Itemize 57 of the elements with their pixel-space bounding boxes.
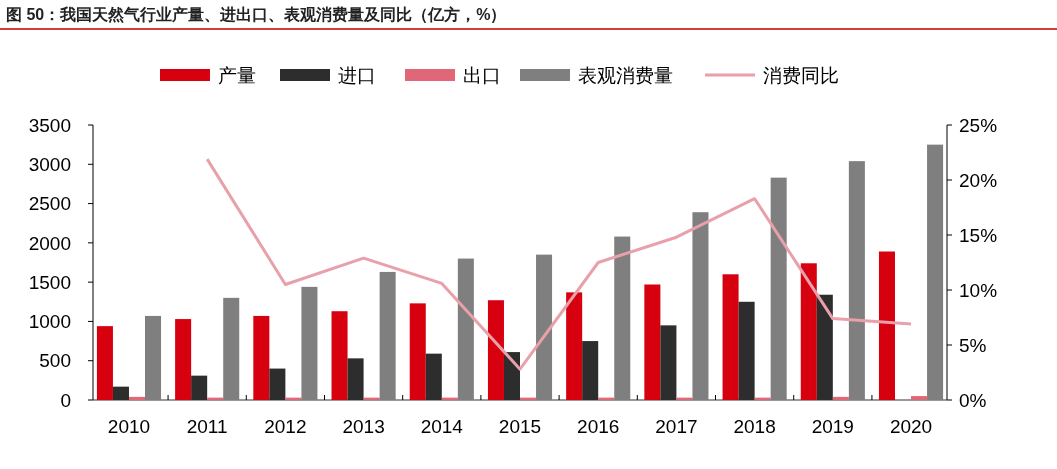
bar [770, 177, 787, 400]
x-tick-label: 2012 [264, 416, 307, 437]
y-tick-label: 0 [60, 389, 71, 411]
y2-tick-label: 5% [959, 334, 987, 356]
legend-label: 消费同比 [763, 64, 839, 86]
x-tick-label: 2015 [498, 416, 542, 437]
bar [331, 311, 348, 400]
x-tick-label: 2013 [342, 416, 385, 437]
x-tick-label: 2017 [655, 416, 698, 437]
bar [911, 396, 928, 400]
y-tick-label: 3500 [28, 114, 71, 136]
x-tick-label: 2016 [577, 416, 620, 437]
y-tick-label: 1000 [28, 311, 71, 333]
y-tick-label: 500 [39, 350, 71, 372]
y-tick-label: 1500 [28, 271, 71, 293]
bar [644, 284, 661, 400]
bar [927, 144, 944, 400]
legend-label: 表观消费量 [578, 64, 673, 86]
bar [457, 258, 474, 400]
bar [832, 396, 849, 400]
bar [536, 254, 553, 400]
legend-label: 出口 [463, 64, 501, 86]
x-tick-label: 2011 [186, 416, 228, 437]
x-tick-label: 2014 [420, 416, 464, 437]
y2-tick-label: 0% [959, 389, 987, 411]
x-tick-label: 2018 [733, 416, 776, 437]
y-tick-label: 2000 [28, 232, 71, 254]
bar [409, 303, 426, 400]
y-tick-label: 3000 [28, 153, 71, 175]
x-tick-label: 2019 [811, 416, 854, 437]
bar [128, 396, 146, 400]
bar [301, 286, 318, 400]
bar [800, 263, 817, 400]
chart-title: 图 50：我国天然气行业产量、进出口、表观消费量及同比（亿方，%） [6, 5, 507, 24]
bar [848, 161, 865, 400]
bar [878, 251, 895, 400]
bar [614, 236, 631, 400]
bar [379, 271, 396, 400]
line-series [205, 157, 913, 371]
y2-tick-label: 15% [959, 224, 998, 246]
y-tick-label: 2500 [28, 193, 71, 215]
x-tick-label: 2010 [107, 416, 151, 437]
legend-label: 进口 [338, 64, 376, 86]
y2-tick-label: 10% [959, 279, 998, 301]
bar [566, 292, 583, 400]
bar [175, 319, 192, 400]
bar [145, 315, 162, 400]
bar [722, 274, 739, 400]
bar [692, 212, 709, 400]
y2-tick-label: 20% [959, 169, 998, 191]
bar [487, 300, 504, 400]
x-tick-label: 2020 [889, 416, 933, 437]
bar [223, 297, 240, 400]
y2-tick-label: 25% [959, 114, 998, 136]
bar [96, 326, 113, 400]
legend-label: 产量 [218, 64, 256, 86]
bar [253, 315, 270, 400]
